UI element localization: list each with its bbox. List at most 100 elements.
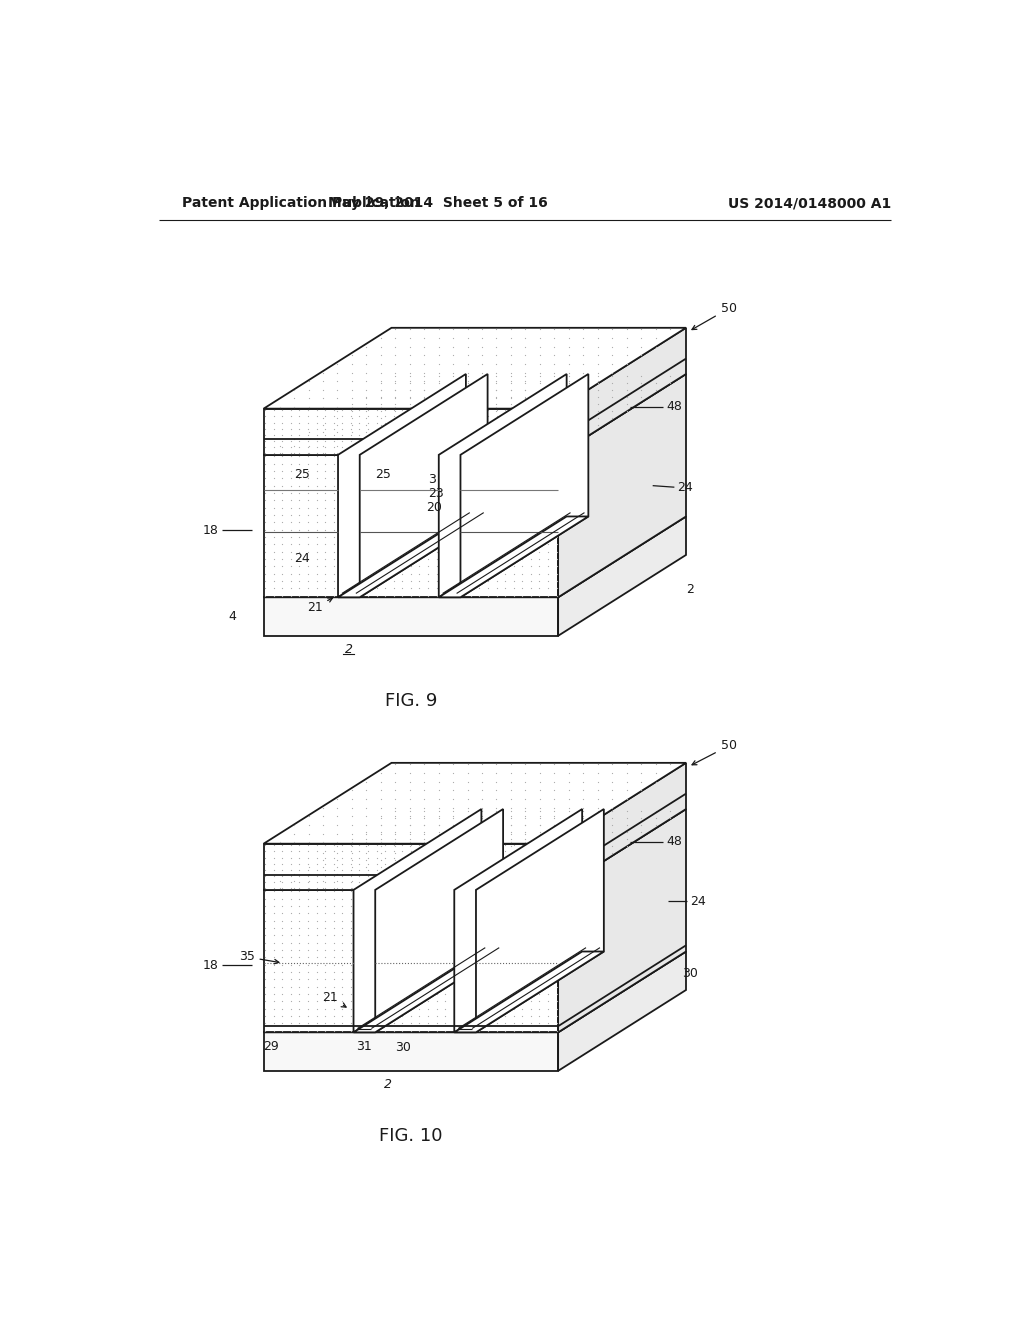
Point [604, 319, 621, 341]
Point [416, 379, 432, 400]
Point [514, 911, 530, 932]
Point [471, 418, 487, 440]
Point [283, 983, 299, 1005]
Point [317, 903, 334, 924]
Point [334, 498, 350, 519]
Point [386, 405, 402, 426]
Point [540, 578, 556, 599]
Point [517, 836, 534, 857]
Point [265, 578, 282, 599]
Point [308, 903, 325, 924]
Point [531, 379, 548, 400]
Point [454, 983, 470, 1005]
Point [497, 442, 513, 463]
Point [317, 1020, 334, 1041]
Point [343, 556, 359, 577]
Point [334, 453, 350, 474]
Point [369, 1020, 385, 1041]
Point [531, 327, 548, 348]
Point [503, 414, 519, 436]
Point [416, 442, 432, 463]
Point [604, 763, 621, 784]
Point [549, 430, 565, 451]
Point [326, 424, 342, 445]
Point [402, 527, 419, 548]
Point [474, 805, 490, 826]
Point [257, 564, 273, 585]
Point [430, 362, 446, 383]
Point [416, 371, 432, 392]
Point [549, 461, 565, 482]
Point [416, 814, 432, 836]
Point [463, 453, 479, 474]
Text: 25: 25 [375, 467, 391, 480]
Point [369, 570, 385, 591]
Point [497, 453, 513, 474]
Point [402, 847, 419, 869]
Point [257, 442, 273, 463]
Point [291, 841, 307, 862]
Point [377, 475, 393, 496]
Point [286, 379, 302, 400]
Point [430, 807, 446, 828]
Point [387, 763, 403, 784]
Point [369, 932, 385, 953]
Point [445, 446, 462, 467]
Point [283, 498, 299, 519]
Point [430, 354, 446, 375]
Point [300, 405, 316, 426]
Point [401, 754, 418, 775]
Point [412, 541, 428, 562]
Point [402, 834, 419, 855]
Point [531, 408, 548, 429]
Point [474, 871, 490, 892]
Point [334, 1012, 350, 1034]
Point [265, 564, 282, 585]
Point [373, 327, 389, 348]
Point [430, 429, 446, 450]
Point [488, 847, 505, 869]
Point [560, 421, 577, 442]
Point [590, 371, 606, 392]
Point [308, 954, 325, 975]
Point [351, 442, 368, 463]
Point [480, 412, 497, 433]
Point [503, 421, 519, 442]
Point [394, 853, 411, 874]
Point [430, 788, 446, 809]
Point [590, 800, 606, 821]
Point [274, 888, 291, 909]
Point [590, 400, 606, 421]
Point [291, 991, 307, 1012]
Point [454, 866, 470, 887]
Point [430, 379, 446, 400]
Point [514, 541, 530, 562]
Point [317, 527, 334, 548]
Point [430, 836, 446, 857]
Point [549, 991, 565, 1012]
Point [343, 940, 359, 961]
Text: 48: 48 [667, 836, 682, 849]
Point [531, 977, 548, 998]
Point [549, 564, 565, 585]
Point [522, 556, 539, 577]
Point [647, 814, 664, 836]
Point [445, 832, 462, 853]
Point [394, 564, 411, 585]
Point [506, 498, 522, 519]
Point [430, 821, 446, 842]
Point [317, 418, 334, 440]
Point [488, 842, 505, 863]
Point [283, 925, 299, 946]
Point [471, 847, 487, 869]
Text: 29: 29 [263, 1040, 280, 1053]
Point [604, 829, 621, 850]
Point [430, 805, 446, 826]
Point [308, 461, 325, 482]
Point [291, 483, 307, 504]
Point [531, 991, 548, 1012]
Point [514, 932, 530, 953]
Point [308, 888, 325, 909]
Point [300, 878, 316, 899]
Point [460, 805, 476, 826]
